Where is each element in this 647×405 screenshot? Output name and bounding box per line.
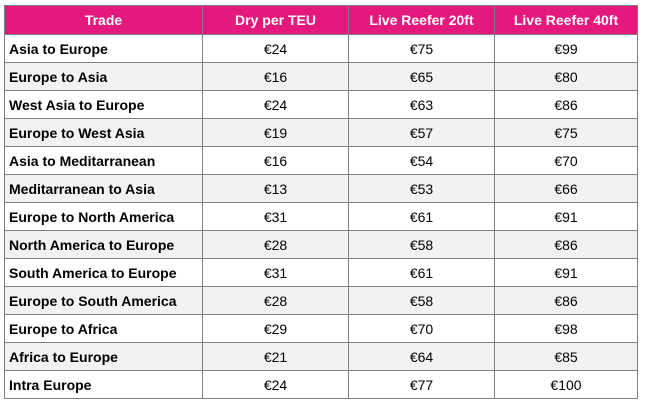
dry-per-teu-cell: €24: [202, 34, 349, 63]
live-reefer-40ft-cell: €91: [494, 202, 638, 231]
table-row: Europe to North America €31 €61 €91: [4, 202, 638, 231]
trade-cell: West Asia to Europe: [4, 90, 203, 119]
trade-cell: Europe to Africa: [4, 314, 203, 343]
live-reefer-40ft-cell: €86: [494, 90, 638, 119]
trade-cell: Asia to Meditarranean: [4, 146, 203, 175]
live-reefer-20ft-cell: €61: [348, 258, 495, 287]
live-reefer-20ft-cell: €58: [348, 230, 495, 259]
dry-per-teu-cell: €31: [202, 258, 349, 287]
header-dry-per-teu: Dry per TEU: [202, 5, 349, 35]
live-reefer-20ft-cell: €61: [348, 202, 495, 231]
table-row: Intra Europe €24 €77 €100: [4, 370, 638, 399]
dry-per-teu-cell: €24: [202, 90, 349, 119]
dry-per-teu-cell: €21: [202, 342, 349, 371]
live-reefer-40ft-cell: €70: [494, 146, 638, 175]
header-trade: Trade: [4, 5, 203, 35]
live-reefer-20ft-cell: €57: [348, 118, 495, 147]
live-reefer-40ft-cell: €86: [494, 286, 638, 315]
table-header-row: Trade Dry per TEU Live Reefer 20ft Live …: [4, 5, 638, 35]
dry-per-teu-cell: €28: [202, 230, 349, 259]
live-reefer-20ft-cell: €58: [348, 286, 495, 315]
live-reefer-40ft-cell: €86: [494, 230, 638, 259]
dry-per-teu-cell: €24: [202, 370, 349, 399]
live-reefer-20ft-cell: €70: [348, 314, 495, 343]
dry-per-teu-cell: €29: [202, 314, 349, 343]
table-row: Africa to Europe €21 €64 €85: [4, 342, 638, 371]
table-row: West Asia to Europe €24 €63 €86: [4, 90, 638, 119]
trade-cell: Europe to West Asia: [4, 118, 203, 147]
dry-per-teu-cell: €31: [202, 202, 349, 231]
live-reefer-20ft-cell: €65: [348, 62, 495, 91]
table-row: South America to Europe €31 €61 €91: [4, 258, 638, 287]
rates-table-container: Trade Dry per TEU Live Reefer 20ft Live …: [4, 5, 638, 399]
live-reefer-20ft-cell: €53: [348, 174, 495, 203]
trade-cell: Asia to Europe: [4, 34, 203, 63]
live-reefer-20ft-cell: €64: [348, 342, 495, 371]
live-reefer-40ft-cell: €66: [494, 174, 638, 203]
table-row: Asia to Europe €24 €75 €99: [4, 34, 638, 63]
trade-cell: Meditarranean to Asia: [4, 174, 203, 203]
live-reefer-40ft-cell: €85: [494, 342, 638, 371]
dry-per-teu-cell: €13: [202, 174, 349, 203]
dry-per-teu-cell: €19: [202, 118, 349, 147]
table-row: Meditarranean to Asia €13 €53 €66: [4, 174, 638, 203]
live-reefer-20ft-cell: €63: [348, 90, 495, 119]
table-row: Asia to Meditarranean €16 €54 €70: [4, 146, 638, 175]
table-row: Europe to South America €28 €58 €86: [4, 286, 638, 315]
live-reefer-20ft-cell: €54: [348, 146, 495, 175]
trade-cell: North America to Europe: [4, 230, 203, 259]
live-reefer-20ft-cell: €77: [348, 370, 495, 399]
live-reefer-40ft-cell: €98: [494, 314, 638, 343]
dry-per-teu-cell: €16: [202, 146, 349, 175]
trade-cell: Intra Europe: [4, 370, 203, 399]
rates-table: Trade Dry per TEU Live Reefer 20ft Live …: [4, 5, 638, 399]
trade-cell: Africa to Europe: [4, 342, 203, 371]
live-reefer-40ft-cell: €100: [494, 370, 638, 399]
live-reefer-20ft-cell: €75: [348, 34, 495, 63]
dry-per-teu-cell: €16: [202, 62, 349, 91]
live-reefer-40ft-cell: €91: [494, 258, 638, 287]
trade-cell: Europe to North America: [4, 202, 203, 231]
table-row: Europe to Asia €16 €65 €80: [4, 62, 638, 91]
table-row: North America to Europe €28 €58 €86: [4, 230, 638, 259]
trade-cell: South America to Europe: [4, 258, 203, 287]
live-reefer-40ft-cell: €75: [494, 118, 638, 147]
table-row: Europe to Africa €29 €70 €98: [4, 314, 638, 343]
live-reefer-40ft-cell: €99: [494, 34, 638, 63]
table-body: Asia to Europe €24 €75 €99 Europe to Asia €16…: [4, 34, 638, 399]
table-row: Europe to West Asia €19 €57 €75: [4, 118, 638, 147]
header-live-reefer-40ft: Live Reefer 40ft: [494, 5, 638, 35]
trade-cell: Europe to Asia: [4, 62, 203, 91]
trade-cell: Europe to South America: [4, 286, 203, 315]
live-reefer-40ft-cell: €80: [494, 62, 638, 91]
dry-per-teu-cell: €28: [202, 286, 349, 315]
header-live-reefer-20ft: Live Reefer 20ft: [348, 5, 495, 35]
